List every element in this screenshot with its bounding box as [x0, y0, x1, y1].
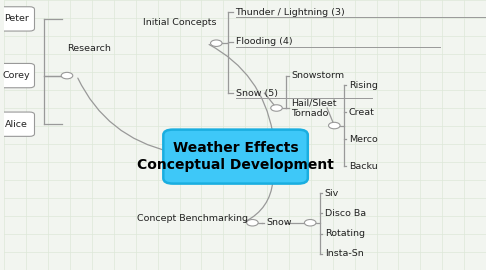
Text: Insta-Sn: Insta-Sn — [325, 249, 364, 258]
FancyArrowPatch shape — [209, 45, 273, 132]
Text: Corey: Corey — [2, 71, 30, 80]
Circle shape — [304, 220, 316, 226]
FancyBboxPatch shape — [0, 7, 35, 31]
Circle shape — [246, 220, 258, 226]
FancyBboxPatch shape — [163, 130, 308, 184]
Text: Alice: Alice — [5, 120, 28, 129]
Text: Backu: Backu — [349, 161, 378, 171]
Text: Rotating: Rotating — [325, 229, 364, 238]
Text: Research: Research — [67, 44, 111, 53]
Text: Concept Benchmarking: Concept Benchmarking — [137, 214, 248, 223]
FancyArrowPatch shape — [245, 181, 273, 222]
Text: Merco: Merco — [349, 134, 378, 144]
Text: Creat: Creat — [349, 107, 375, 117]
Text: Snow (5): Snow (5) — [236, 89, 278, 98]
Text: Hail/Sleet
Tornado: Hail/Sleet Tornado — [291, 98, 336, 118]
Text: Initial Concepts: Initial Concepts — [143, 18, 217, 28]
Circle shape — [271, 105, 282, 111]
Text: Thunder / Lightning (3): Thunder / Lightning (3) — [236, 8, 346, 17]
FancyBboxPatch shape — [0, 63, 35, 88]
Circle shape — [210, 40, 222, 46]
Text: Rising: Rising — [349, 80, 378, 90]
Text: Disco Ba: Disco Ba — [325, 209, 366, 218]
FancyArrowPatch shape — [78, 78, 170, 152]
Text: Snowstorm: Snowstorm — [291, 71, 344, 80]
Circle shape — [329, 122, 340, 129]
Circle shape — [61, 72, 73, 79]
Text: Flooding (4): Flooding (4) — [236, 37, 292, 46]
Text: Snow: Snow — [267, 218, 293, 227]
Text: Weather Effects
Conceptual Development: Weather Effects Conceptual Development — [137, 141, 334, 172]
Text: Peter: Peter — [4, 14, 29, 23]
Text: Siv: Siv — [325, 188, 339, 198]
FancyBboxPatch shape — [0, 112, 35, 136]
